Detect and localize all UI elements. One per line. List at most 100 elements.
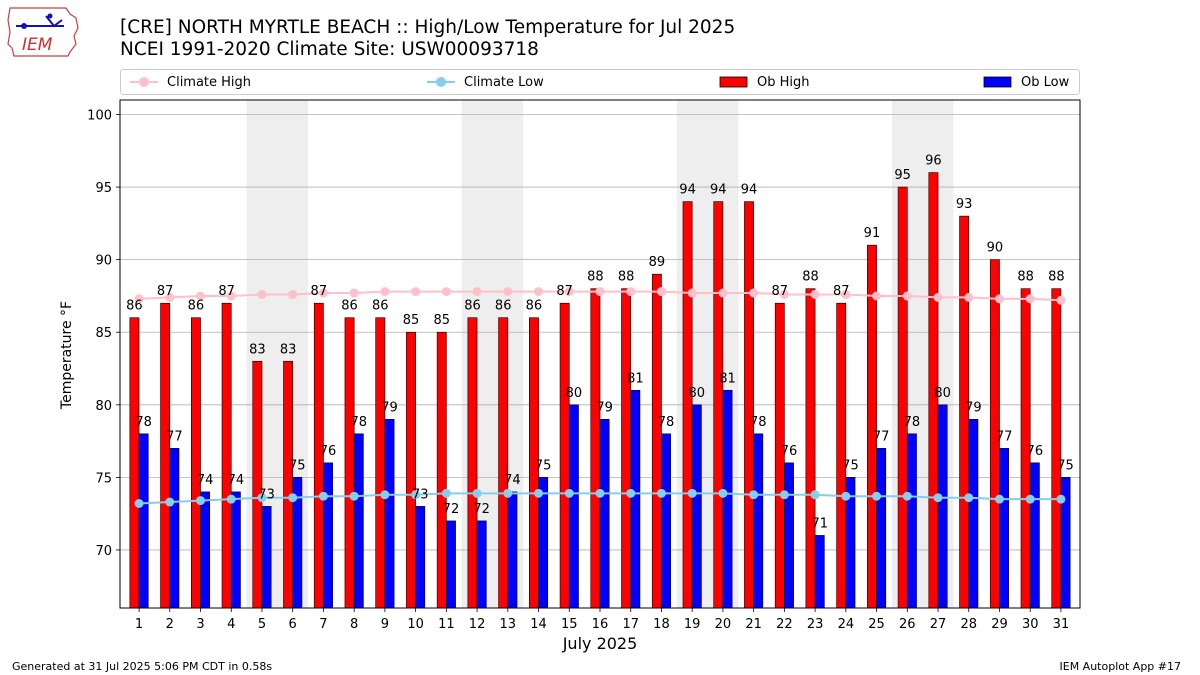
ob-low-bar (691, 404, 702, 609)
ob-low-bar (507, 491, 518, 609)
ob-high-value-label: 88 (802, 270, 819, 285)
ob-low-value-label: 77 (996, 429, 1013, 444)
plot-frame (119, 99, 1081, 609)
ob-low-value-label: 79 (596, 400, 613, 415)
x-tick-label: 2 (166, 617, 174, 632)
iem-logo: IEM (6, 4, 82, 60)
legend-item-ob-low: Ob Low (983, 74, 1069, 90)
ob-low-bar (661, 433, 671, 609)
ob-high-value-label: 88 (1048, 270, 1065, 285)
ob-low-value-label: 80 (934, 386, 951, 401)
x-tick-label: 13 (500, 617, 517, 632)
x-tick-label: 18 (653, 617, 670, 632)
climate-low-point (534, 488, 544, 498)
legend-line-marker-icon (130, 77, 158, 87)
y-tick-label: 80 (95, 399, 112, 414)
ob-high-bar (375, 317, 386, 609)
ob-low-bar (1029, 462, 1040, 609)
ob-low-value-label: 78 (750, 415, 767, 430)
ob-low-value-label: 74 (228, 473, 245, 488)
logo-text: IEM (22, 35, 53, 55)
ob-low-value-label: 74 (197, 473, 214, 488)
ob-high-value-label: 90 (987, 241, 1004, 256)
ob-low-value-label: 80 (566, 386, 583, 401)
climate-high-point (964, 292, 974, 302)
ob-high-value-label: 83 (249, 342, 266, 357)
ob-high-value-label: 94 (710, 183, 727, 198)
ob-low-value-label: 73 (258, 487, 275, 502)
ob-low-value-label: 75 (289, 458, 306, 473)
x-tick-label: 9 (381, 617, 389, 632)
x-tick-label: 12 (469, 617, 486, 632)
chart-title: [CRE] NORTH MYRTLE BEACH :: High/Low Tem… (120, 17, 735, 61)
climate-high-point (841, 289, 851, 299)
ob-high-bar (682, 201, 693, 609)
x-tick-label: 21 (745, 617, 762, 632)
title-line-2: NCEI 1991-2020 Climate Site: USW00093718 (120, 39, 539, 60)
climate-low-point (872, 491, 882, 501)
x-tick-label: 11 (438, 617, 455, 632)
ob-high-bar (129, 317, 140, 609)
legend-item-climate-low: Climate Low (426, 74, 544, 90)
ob-high-value-label: 86 (372, 299, 389, 314)
ob-high-value-label: 85 (403, 313, 420, 328)
ob-high-bar (744, 201, 754, 609)
climate-high-point (595, 287, 605, 297)
y-tick-label: 100 (87, 109, 112, 124)
x-tick-label: 27 (930, 617, 947, 632)
ob-low-value-label: 78 (350, 415, 367, 430)
ob-low-bar (323, 462, 333, 609)
legend-label: Ob Low (1021, 74, 1070, 90)
ob-low-value-label: 81 (627, 371, 644, 386)
ob-low-bar (415, 506, 426, 609)
ob-low-bar (999, 448, 1010, 609)
ob-high-value-label: 86 (126, 299, 143, 314)
climate-low-point (1056, 494, 1066, 504)
ob-high-value-label: 89 (649, 255, 666, 270)
ob-high-bar (436, 331, 447, 609)
ob-high-bar (1051, 288, 1062, 609)
climate-low-point (994, 494, 1004, 504)
x-tick-label: 28 (960, 617, 977, 632)
ob-high-value-label: 96 (925, 154, 942, 169)
x-tick-label: 14 (530, 617, 547, 632)
ob-high-value-label: 85 (433, 313, 450, 328)
ob-low-bar (968, 419, 979, 609)
app-credit: IEM Autoplot App #17 (1059, 660, 1182, 673)
ob-low-bar (906, 433, 917, 609)
climate-high-point (902, 291, 912, 301)
title-line-1: [CRE] NORTH MYRTLE BEACH :: High/Low Tem… (120, 17, 736, 38)
climate-low-point (380, 490, 390, 500)
ob-low-bar (138, 433, 149, 609)
ob-low-bar (384, 419, 395, 609)
ob-high-bar (836, 302, 847, 609)
ob-low-bar (814, 535, 825, 609)
climate-low-point (1025, 494, 1035, 504)
ob-high-bar (897, 186, 908, 609)
climate-low-point (196, 496, 206, 506)
legend-bar-swatch-icon (719, 76, 748, 88)
ob-high-bar (559, 302, 570, 609)
climate-high-point (503, 287, 513, 297)
y-tick-label: 90 (95, 254, 112, 269)
x-tick-label: 24 (838, 617, 855, 632)
ob-high-value-label: 94 (679, 183, 696, 198)
ob-high-bar (344, 317, 355, 609)
climate-low-point (503, 488, 513, 498)
x-tick-label: 26 (899, 617, 916, 632)
climate-low-point (933, 493, 943, 503)
climate-high-point (411, 287, 421, 297)
ob-low-bar (353, 433, 364, 609)
ob-high-value-label: 87 (218, 284, 235, 299)
ob-low-value-label: 77 (166, 429, 183, 444)
ob-high-value-label: 94 (741, 183, 758, 198)
climate-high-point (810, 289, 820, 299)
climate-high-point (165, 292, 175, 302)
climate-high-point (196, 291, 206, 301)
ob-low-value-label: 71 (811, 516, 828, 531)
ob-low-bar (599, 419, 610, 609)
climate-low-point (472, 488, 482, 498)
climate-low-point (134, 498, 144, 508)
ob-high-value-label: 86 (495, 299, 512, 314)
ob-low-bar (230, 491, 241, 609)
